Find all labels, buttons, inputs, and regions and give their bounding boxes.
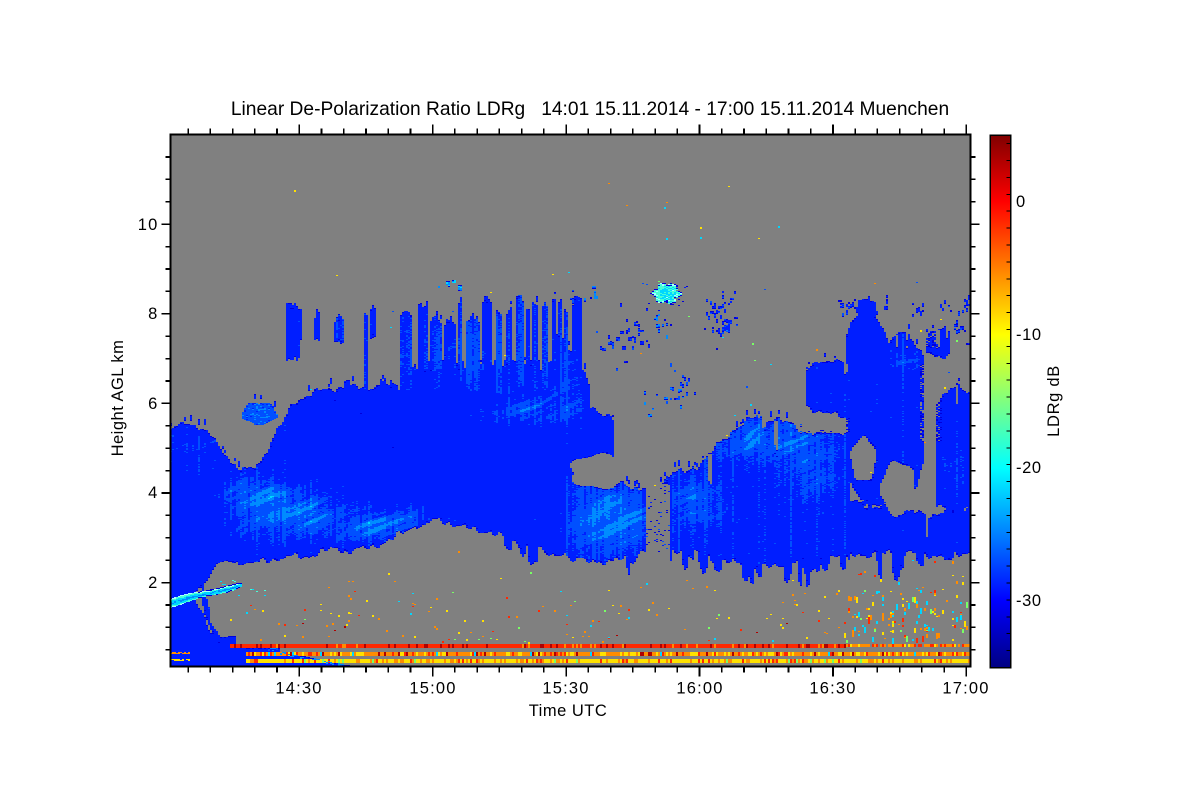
svg-text:Height AGL km: Height AGL km <box>109 340 127 457</box>
svg-text:LDRg dB: LDRg dB <box>1045 365 1063 437</box>
svg-text:16:30: 16:30 <box>809 680 856 698</box>
svg-text:15:00: 15:00 <box>409 680 456 698</box>
svg-text:14:30: 14:30 <box>275 680 322 698</box>
svg-text:8: 8 <box>148 305 158 323</box>
svg-text:6: 6 <box>148 395 158 413</box>
svg-text:17:00: 17:00 <box>942 680 989 698</box>
svg-text:Time UTC: Time UTC <box>529 702 608 720</box>
svg-text:0: 0 <box>1016 193 1026 211</box>
svg-text:15:30: 15:30 <box>542 680 589 698</box>
svg-text:Linear De-Polarization Ratio L: Linear De-Polarization Ratio LDRg 14:01 … <box>231 99 949 120</box>
svg-text:4: 4 <box>148 484 158 502</box>
svg-text:10: 10 <box>138 216 159 234</box>
svg-text:-30: -30 <box>1016 592 1042 610</box>
svg-text:16:00: 16:00 <box>676 680 723 698</box>
svg-text:-20: -20 <box>1016 459 1042 477</box>
svg-text:-10: -10 <box>1016 326 1042 344</box>
svg-text:2: 2 <box>148 574 158 592</box>
